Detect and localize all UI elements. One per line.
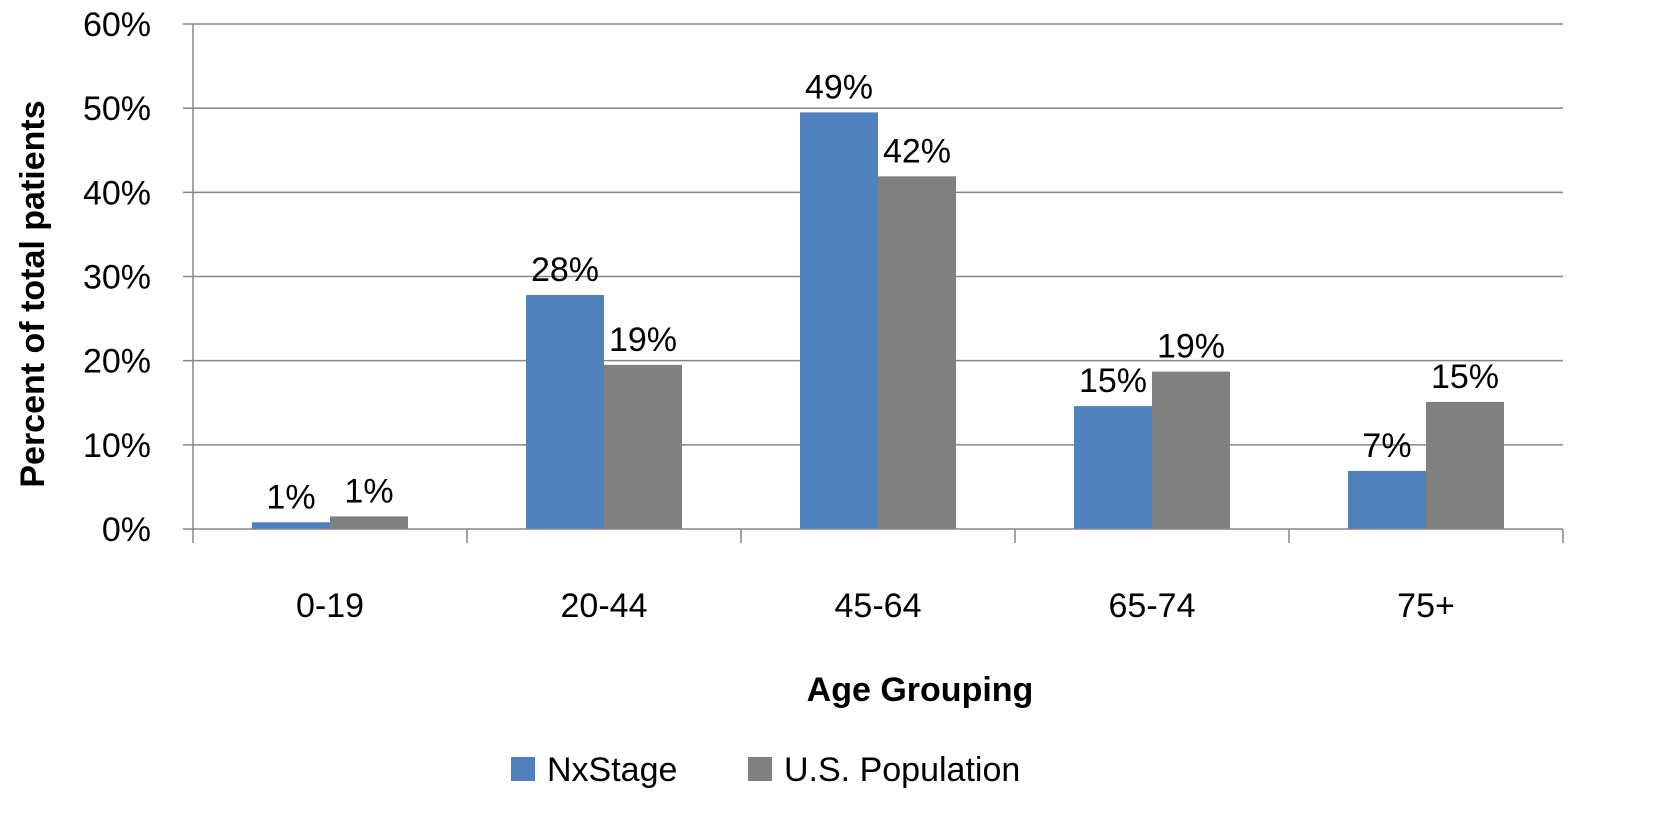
legend-label: NxStage [547,751,677,789]
y-tick-label: 50% [83,90,151,128]
y-tick-label: 30% [83,259,151,297]
y-tick-label: 60% [83,6,151,44]
y-tick-label: 40% [83,174,151,212]
data-label: 15% [1431,358,1499,396]
y-tick-label: 10% [83,427,151,465]
legend-label: U.S. Population [784,751,1020,789]
bars [252,112,1504,529]
y-tick-labels: 0% 10% 20% 30% 40% 50% 60% [83,6,151,549]
x-axis-title: Age Grouping [807,671,1034,709]
bar-nxstage [252,522,330,529]
legend: NxStage U.S. Population [511,751,1020,789]
bar-us-population [604,364,682,529]
data-label: 42% [883,132,951,170]
legend-swatch [511,757,535,781]
data-label: 28% [531,251,599,289]
x-category-labels: 0-19 20-44 45-64 65-74 75+ [296,587,1455,625]
y-tick-label: 0% [102,511,151,549]
bar-us-population [1426,401,1504,529]
x-category-label: 20-44 [561,587,648,625]
y-axis-title: Percent of total patients [14,100,52,487]
data-label: 7% [1362,427,1411,465]
legend-swatch [748,757,772,781]
bar-nxstage [1074,406,1152,529]
data-label: 19% [1157,328,1225,366]
axes [183,23,1564,543]
bar-nxstage [526,295,604,529]
x-category-label: 75+ [1397,587,1455,625]
data-labels: 1% 28% 49% 15% 7% 1% 19% 42% 19% 15% [266,68,1499,516]
bar-nxstage [1348,470,1426,529]
bar-us-population [1152,371,1230,529]
x-category-label: 65-74 [1109,587,1196,625]
y-tick-label: 20% [83,343,151,381]
bar-nxstage [800,112,878,529]
bar-us-population [330,516,408,529]
data-label: 1% [266,478,315,516]
x-category-label: 45-64 [835,587,922,625]
data-label: 49% [805,68,873,106]
data-label: 15% [1079,362,1147,400]
data-label: 19% [609,321,677,359]
data-label: 1% [344,472,393,510]
bar-us-population [878,176,956,529]
x-category-label: 0-19 [296,587,364,625]
